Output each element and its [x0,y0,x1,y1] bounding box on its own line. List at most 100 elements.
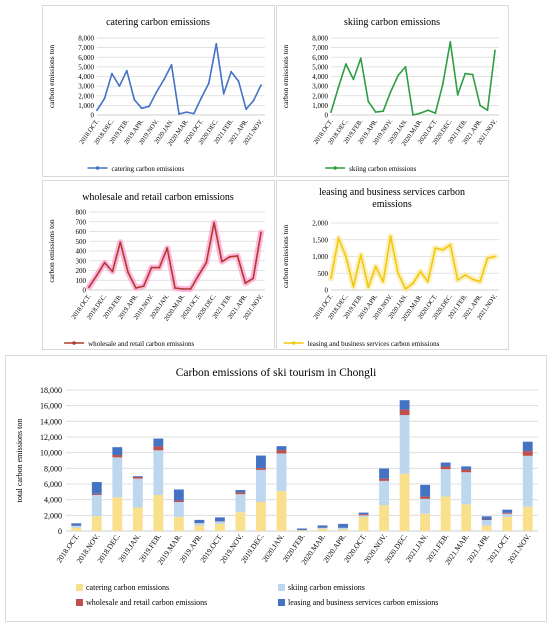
leasing-title-line: leasing and business services carbon [319,187,465,198]
total-legend-label-catering: catering carbon emissions [86,583,169,592]
bar-segment-wholesale [379,479,389,481]
wholesale-line-chart: wholesale and retail carbon emissionscar… [43,181,274,349]
catering-legend-marker [96,166,100,170]
skiing-legend-label: skiing carbon emissions [349,165,417,173]
bar-segment-leasing [133,476,143,477]
bar-segment-wholesale [441,466,451,469]
wholesale-data-point [221,261,223,263]
wholesale-data-point [135,287,137,289]
leasing-data-point [464,274,466,276]
skiing-data-point [420,112,422,114]
catering-line-chart: catering carbon emissions carbon emission… [43,6,274,176]
total-stacked-bar-chart: Carbon emissions of ski tourism in Chong… [6,356,546,621]
bar-segment-catering [112,497,122,531]
leasing-data-point [472,278,474,280]
leasing-series-glow [331,236,495,289]
bar-segment-leasing [359,513,369,515]
leasing-data-point [375,266,377,268]
catering-ytick-label: 6,000 [78,54,94,62]
catering-data-point [171,64,173,66]
wholesale-data-point [244,282,246,284]
wholesale-data-point [119,241,121,243]
bar-segment-skiing [359,515,369,517]
leasing-data-point [457,279,459,281]
bar-segment-skiing [174,502,184,517]
skiing-data-point [487,109,489,111]
wholesale-legend-marker [72,341,76,345]
catering-data-point [104,98,106,100]
skiing-data-point [472,74,474,76]
wholesale-data-point [190,288,192,290]
skiing-data-point [352,78,354,80]
bar-segment-skiing [318,528,328,529]
bar-segment-catering [338,529,348,531]
bar-segment-wholesale [277,450,287,453]
bar-segment-catering [420,514,430,531]
leasing-data-point [330,277,332,279]
catering-legend-label: catering carbon emissions [112,165,185,173]
bar-segment-leasing [297,528,307,530]
catering-data-point [156,91,158,93]
total-legend-swatch-catering [76,584,83,591]
bar-segment-catering [133,508,143,532]
wholesale-data-point [166,247,168,249]
bar-segment-leasing [420,485,430,497]
skiing-line-chart: skiing carbon emissions carbon emissions … [277,6,508,176]
skiing-data-point [494,50,496,52]
wholesale-ytick-label: 200 [76,267,87,275]
skiing-data-point [338,86,340,88]
bar-segment-catering [400,474,410,531]
leasing-data-point [345,256,347,258]
skiing-data-point [375,111,377,113]
wholesale-data-point [252,277,254,279]
bar-segment-skiing [482,520,492,525]
panel-skiing: skiing carbon emissions carbon emissions … [276,5,509,177]
panel-total: Carbon emissions of ski tourism in Chong… [5,355,547,622]
wholesale-data-point [213,222,215,224]
leasing-data-point [382,281,384,283]
bar-segment-catering [153,495,163,531]
wholesale-data-point [260,232,262,234]
bar-segment-leasing [236,490,246,492]
bar-segment-skiing [420,499,430,514]
bar-segment-leasing [379,468,389,478]
catering-data-point [193,113,195,115]
leasing-data-point [390,236,392,238]
catering-data-point [245,108,247,110]
total-chart-ylabel: total carbon emissions ton [15,419,24,503]
skiing-legend-marker [333,166,337,170]
catering-data-point [133,99,135,101]
bar-segment-skiing [215,522,225,524]
leasing-data-point [487,257,489,259]
bar-segment-leasing [441,463,451,467]
bar-segment-leasing [194,520,204,523]
leasing-data-point [338,237,340,239]
panel-catering: catering carbon emissions carbon emission… [42,5,275,177]
bar-segment-leasing [461,466,471,469]
bar-segment-wholesale [461,470,471,473]
leasing-data-point [427,281,429,283]
skiing-ylabel: carbon emissions ton [281,45,290,109]
total-ytick-label: 0 [58,527,62,536]
total-legend-swatch-skiing [278,584,285,591]
catering-ylabel: carbon emissions ton [47,45,56,109]
bar-segment-wholesale [400,410,410,415]
bar-segment-skiing [461,472,471,504]
leasing-ytick-label: 1,500 [312,236,328,244]
skiing-data-point [449,41,451,43]
wholesale-data-point [88,286,90,288]
total-legend-label-skiing: skiing carbon emissions [288,583,365,592]
skiing-data-point [390,91,392,93]
skiing-series-line [331,42,495,115]
bar-segment-catering [482,526,492,531]
catering-data-point [253,100,255,102]
catering-title: catering carbon emissions [106,17,210,28]
skiing-data-point [457,94,459,96]
bar-segment-wholesale [502,513,512,514]
skiing-ytick-label: 1,000 [312,102,328,110]
bar-segment-leasing [174,489,184,500]
wholesale-data-point [237,255,239,257]
bar-segment-wholesale [482,519,492,520]
